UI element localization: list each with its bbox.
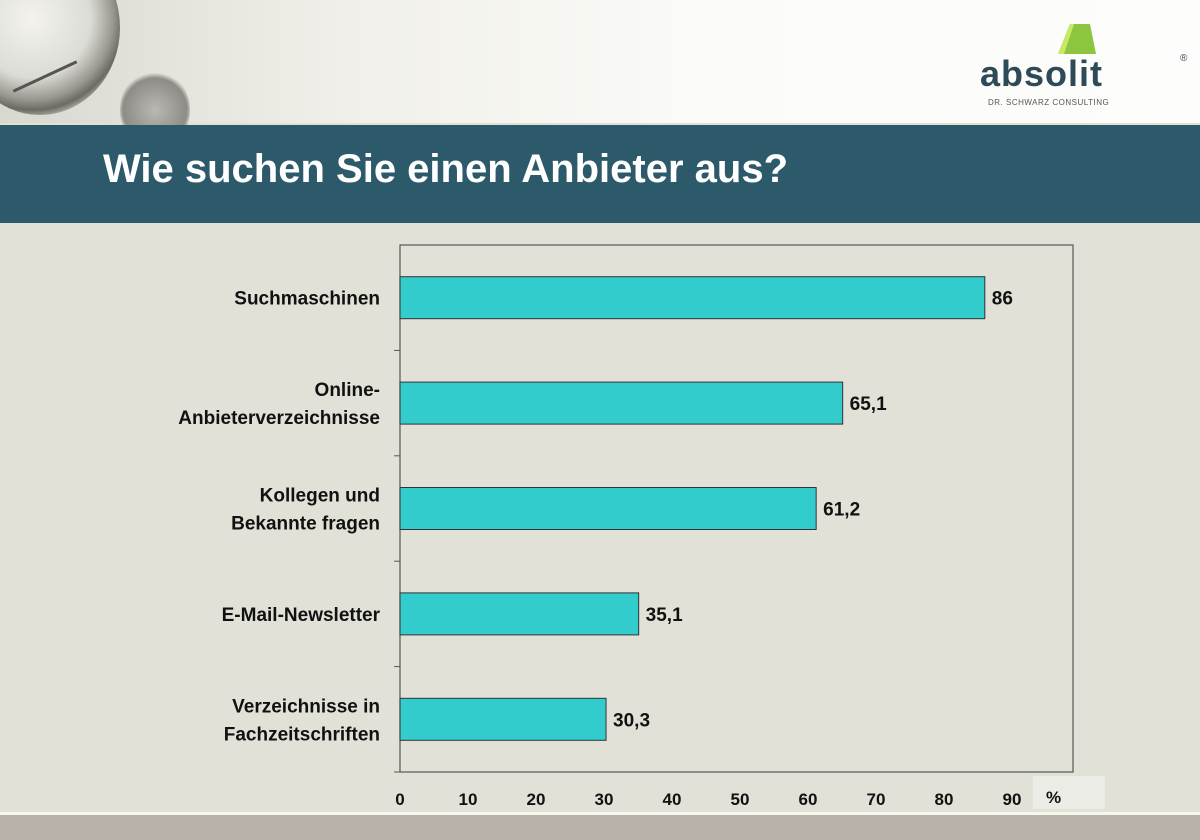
x-tick-label: 70: [867, 790, 886, 809]
x-tick-label: 10: [459, 790, 478, 809]
x-tick-label: 50: [731, 790, 750, 809]
category-label: Suchmaschinen: [234, 289, 380, 310]
x-tick-label: 40: [663, 790, 682, 809]
bar-1: [399, 381, 844, 425]
x-tick-label: 90: [1003, 790, 1022, 809]
bar-4: [399, 697, 607, 741]
bar-2: [399, 487, 817, 530]
data-label: 65,1: [850, 394, 887, 415]
absolit-logo: absolit ® DR. SCHWARZ CONSULTING: [978, 22, 1193, 112]
bar-0: [399, 276, 986, 320]
category-label: Bekannte fragen: [231, 514, 380, 535]
data-label: 61,2: [823, 500, 860, 521]
x-tick-label: 80: [935, 790, 954, 809]
header-banner: absolit ® DR. SCHWARZ CONSULTING: [0, 0, 1200, 150]
x-tick-label: 30: [595, 790, 614, 809]
x-axis-unit: %: [1046, 788, 1061, 807]
category-label: Online-: [315, 380, 380, 401]
footer-bar: [0, 812, 1200, 840]
logo-mark-icon: [1058, 24, 1096, 54]
logo-subtitle: DR. SCHWARZ CONSULTING: [988, 98, 1110, 107]
title-band: [0, 125, 1200, 223]
category-label: Anbieterverzeichnisse: [178, 408, 380, 429]
category-label: Kollegen und: [260, 486, 380, 507]
x-tick-label: 20: [527, 790, 546, 809]
data-label: 35,1: [646, 605, 683, 626]
unit-label-box: [1033, 776, 1105, 809]
category-label: Verzeichnisse in: [232, 696, 380, 717]
data-label: 86: [992, 289, 1013, 310]
category-label: Fachzeitschriften: [224, 724, 380, 745]
category-label: E-Mail-Newsletter: [222, 605, 381, 626]
logo-word: absolit: [980, 53, 1104, 94]
bar-3: [399, 592, 640, 636]
logo-registered: ®: [1180, 53, 1188, 64]
x-tick-label: 0: [395, 790, 404, 809]
data-label: 30,3: [613, 710, 650, 731]
page-title: Wie suchen Sie einen Anbieter aus?: [103, 147, 788, 191]
x-tick-label: 60: [799, 790, 818, 809]
